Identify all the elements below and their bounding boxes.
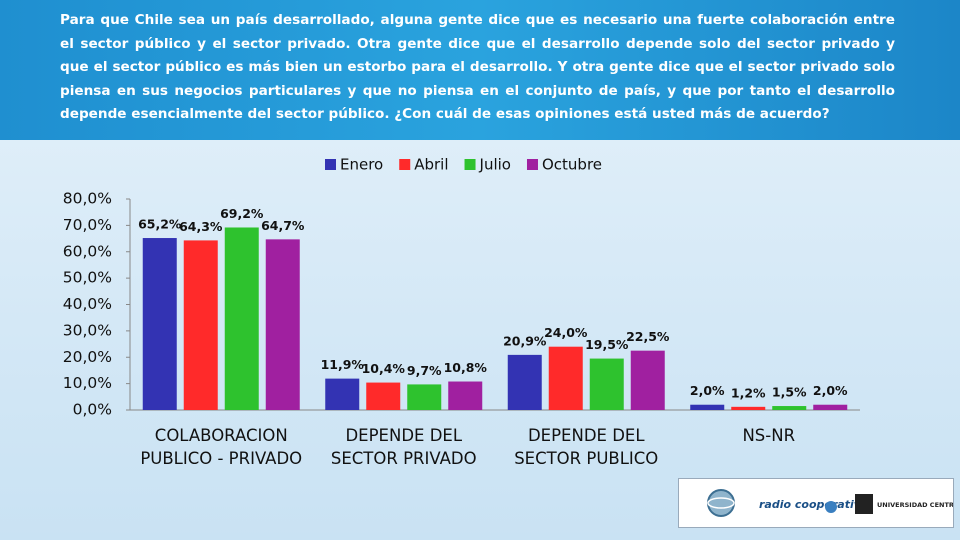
y-tick-label: 10,0% xyxy=(63,374,112,392)
bar xyxy=(507,354,542,410)
x-tick-label: DEPENDE DEL SECTOR PUBLICO xyxy=(514,426,659,468)
value-label: 10,8% xyxy=(444,360,488,375)
y-tick-label: 50,0% xyxy=(63,269,112,287)
value-label: 2,0% xyxy=(813,383,848,398)
logo-text: radio cooperativa xyxy=(759,498,868,511)
legend-label: Abril xyxy=(414,156,448,174)
bar xyxy=(366,382,401,410)
y-tick-label: 80,0% xyxy=(63,190,112,208)
value-label: 2,0% xyxy=(690,383,725,398)
x-tick-label: COLABORACION PUBLICO - PRIVADO xyxy=(140,426,303,468)
logo-dot xyxy=(825,501,837,513)
bar xyxy=(813,404,848,410)
question-text: Para que Chile sea un país desarrollado,… xyxy=(60,12,895,123)
legend-swatch xyxy=(464,159,476,170)
y-tick-label: 30,0% xyxy=(63,321,112,339)
value-label: 64,3% xyxy=(179,219,223,234)
legend-label: Enero xyxy=(340,156,383,174)
legend-label: Julio xyxy=(479,156,511,174)
x-tick-label: NS-NR xyxy=(742,426,796,445)
value-label: 65,2% xyxy=(138,217,182,232)
header-band: Para que Chile sea un país desarrollado,… xyxy=(0,0,960,140)
bar xyxy=(548,346,583,410)
bar xyxy=(448,381,483,410)
value-label: 19,5% xyxy=(585,337,629,352)
bar xyxy=(407,384,442,410)
value-label: 20,9% xyxy=(503,333,547,348)
legend-swatch xyxy=(526,159,538,170)
bar xyxy=(630,350,665,410)
legend-swatch xyxy=(399,159,411,170)
bar xyxy=(731,406,766,410)
value-label: 11,9% xyxy=(321,357,365,372)
value-label: 1,2% xyxy=(731,385,766,400)
value-label: 22,5% xyxy=(626,329,670,344)
logo-box: radio cooperativa UNIVERSIDAD CENTRAL xyxy=(678,478,954,528)
y-tick-label: 60,0% xyxy=(63,242,112,260)
value-label: 69,2% xyxy=(220,206,264,221)
y-tick-label: 20,0% xyxy=(63,348,112,366)
value-label: 10,4% xyxy=(362,361,406,376)
x-tick-label: DEPENDE DEL SECTOR PRIVADO xyxy=(330,426,477,468)
y-tick-label: 70,0% xyxy=(63,216,112,234)
bar xyxy=(183,240,218,410)
value-label: 9,7% xyxy=(407,363,442,378)
y-tick-label: 40,0% xyxy=(63,295,112,313)
logo-globe-ring xyxy=(707,497,735,509)
logo-art: radio cooperativa UNIVERSIDAD CENTRAL xyxy=(707,489,953,517)
bar xyxy=(589,358,624,410)
value-label: 24,0% xyxy=(544,325,588,340)
bar xyxy=(690,404,725,410)
value-label: 1,5% xyxy=(772,385,807,400)
bar xyxy=(224,227,259,410)
bar xyxy=(265,239,300,410)
y-tick-label: 0,0% xyxy=(73,401,112,419)
logo-text: UNIVERSIDAD CENTRAL xyxy=(877,501,953,509)
bar xyxy=(142,238,177,410)
bar xyxy=(325,378,360,410)
legend-swatch xyxy=(325,159,336,170)
bar xyxy=(772,406,807,410)
logo-square xyxy=(855,494,873,514)
logo-globe xyxy=(707,489,735,517)
legend-label: Octubre xyxy=(542,156,602,174)
value-label: 64,7% xyxy=(261,218,305,233)
